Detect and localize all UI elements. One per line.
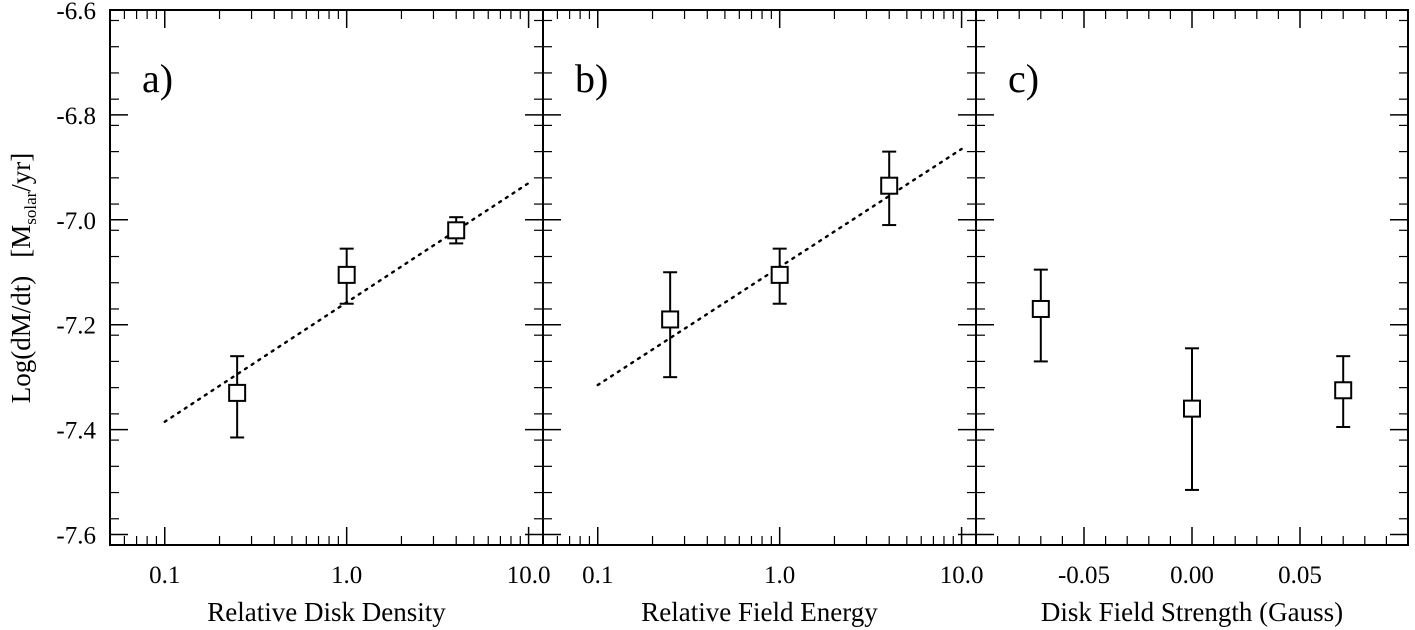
data-point: [228, 355, 247, 439]
x-tick-label: 0.1: [582, 562, 613, 589]
square-marker: [1031, 299, 1050, 318]
y-tick-label: -7.4: [56, 418, 96, 445]
square-marker: [447, 221, 466, 240]
x-ticks: -0.05 0.00 0.05: [996, 10, 1388, 589]
x-tick-label: 0.00: [1170, 562, 1214, 589]
y-ticks: [543, 9, 976, 546]
x-tick-label: -0.05: [1058, 562, 1110, 589]
square-marker: [770, 265, 789, 284]
panel-label: a): [142, 56, 173, 101]
y-axis-title-unit-open: [M: [6, 225, 36, 258]
y-ticks: -7.6 -7.4 -7.2 -7.0 -6.8 -6.6: [56, 0, 543, 550]
x-tick-label: 0.05: [1278, 562, 1322, 589]
y-tick-label: -6.8: [56, 103, 96, 130]
y-ticks: [976, 9, 1408, 546]
data-point: [770, 247, 789, 305]
data-point: [1183, 347, 1201, 491]
x-tick-label: 1.0: [331, 562, 362, 589]
panel-c: -0.05 0.00 0.05 Disk Field Strength (Gauss)…: [975, 9, 1409, 627]
data-point: [337, 247, 356, 305]
x-axis-title: Relative Field Energy: [641, 597, 878, 627]
y-tick-label: -7.0: [56, 208, 96, 235]
y-tick-label: -7.6: [56, 523, 96, 550]
data-point: [880, 150, 899, 227]
panel-b: 0.1 1.0 10.0 Relative Field Energy b): [542, 9, 984, 627]
plot-frame: [109, 9, 544, 546]
x-axis-title: Disk Field Strength (Gauss): [1041, 597, 1343, 627]
data-point: [447, 216, 466, 245]
x-axis-title: Relative Disk Density: [207, 597, 446, 627]
square-marker: [880, 176, 899, 195]
square-marker: [1183, 399, 1201, 418]
panel-a: 0.1 1.0 10.0 -7.6 -7.4 -7.2 -7.0 -6.8 -6.6 Relati…: [56, 0, 550, 627]
square-marker: [228, 383, 247, 402]
square-marker: [661, 310, 680, 329]
panel-label: b): [575, 56, 608, 101]
data-point: [1031, 268, 1050, 363]
x-tick-label: 10.0: [507, 562, 551, 589]
x-tick-label: 1.0: [764, 562, 795, 589]
y-axis-title-unit-sub: solar: [21, 191, 40, 224]
y-tick-label: -6.6: [56, 0, 96, 25]
y-tick-label: -7.2: [56, 313, 96, 340]
x-ticks: 0.1 1.0 10.0: [123, 10, 551, 589]
y-axis-title-unit-close: /yr]: [6, 153, 36, 192]
panels: 0.1 1.0 10.0 -7.6 -7.4 -7.2 -7.0 -6.8 -6.6 Relati…: [56, 0, 1409, 627]
y-axis-title-main: Log(dM/dt): [6, 276, 36, 404]
x-tick-label: 10.0: [940, 562, 984, 589]
panel-label: c): [1008, 56, 1039, 101]
x-ticks: 0.1 1.0 10.0: [556, 10, 984, 589]
y-axis-title: Log(dM/dt) [Msolar/yr]: [6, 153, 40, 404]
square-marker: [1334, 381, 1353, 400]
x-tick-label: 0.1: [149, 562, 180, 589]
data-point: [661, 271, 680, 379]
data-point: [1334, 355, 1353, 428]
square-marker: [337, 265, 356, 284]
